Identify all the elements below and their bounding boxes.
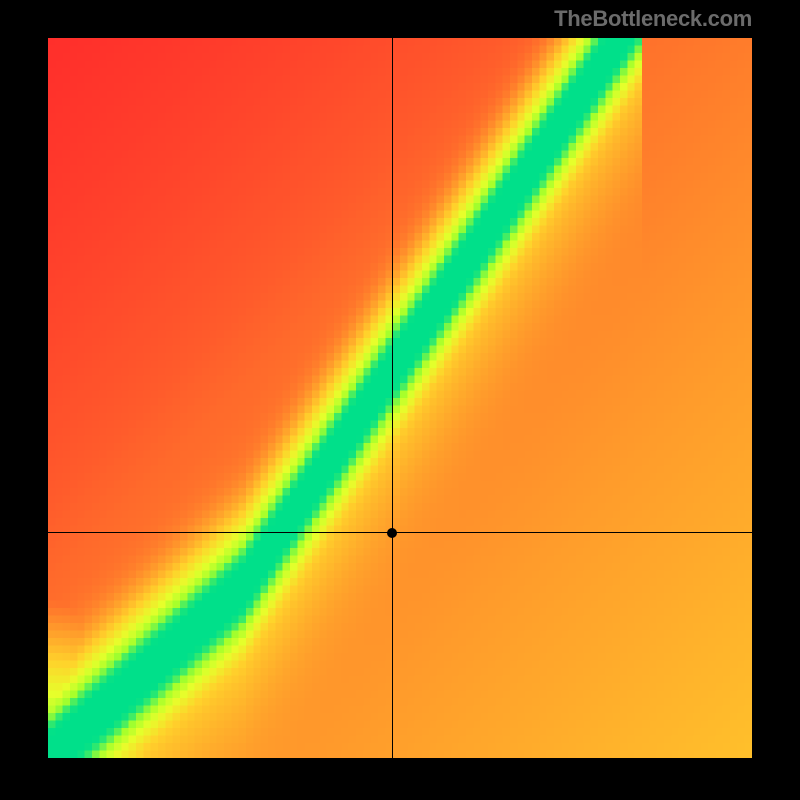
watermark-text: TheBottleneck.com: [554, 6, 752, 32]
plot-area: [48, 38, 752, 758]
crosshair-horizontal: [48, 532, 752, 533]
crosshair-vertical: [392, 38, 393, 758]
marker-dot: [387, 528, 397, 538]
heatmap-canvas: [48, 38, 752, 758]
